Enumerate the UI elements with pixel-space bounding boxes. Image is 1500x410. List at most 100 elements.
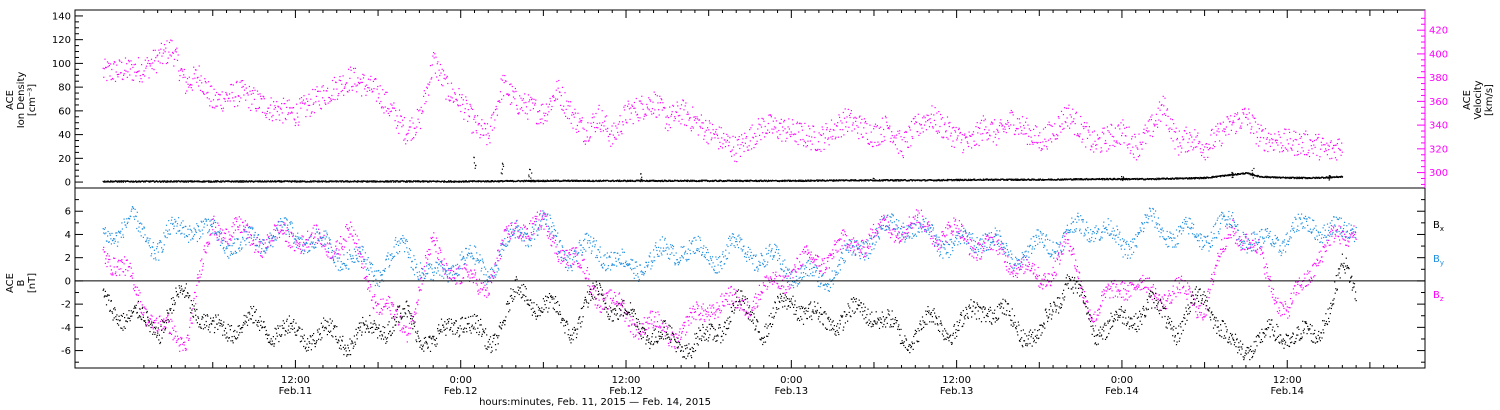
velocity-point [938, 131, 940, 133]
velocity-point [690, 127, 692, 129]
density-point [1267, 176, 1269, 178]
velocity-point [735, 152, 737, 154]
density-point [955, 179, 957, 182]
velocity-point [960, 142, 962, 144]
velocity-point [605, 115, 608, 117]
velocity-point [728, 141, 730, 143]
density-point [280, 181, 282, 183]
velocity-point [822, 133, 825, 135]
velocity-point [469, 103, 471, 105]
velocity-point [238, 100, 241, 103]
velocity-point [400, 115, 402, 117]
velocity-point [403, 117, 405, 119]
velocity-point [428, 84, 430, 86]
velocity-point [956, 137, 958, 139]
velocity-point [1275, 139, 1277, 141]
velocity-point [137, 57, 140, 59]
velocity-point [1152, 130, 1154, 132]
density-point [924, 179, 926, 181]
density-point [1252, 173, 1254, 175]
density-point [782, 180, 784, 182]
velocity-point [1055, 138, 1057, 140]
density-point [345, 181, 347, 183]
density-point [749, 181, 751, 183]
velocity-point [374, 78, 376, 81]
velocity-point [193, 73, 195, 75]
density-point [1297, 177, 1299, 179]
velocity-point [214, 107, 216, 109]
velocity-point [519, 108, 521, 110]
velocity-point [1183, 130, 1185, 132]
velocity-point [167, 57, 169, 59]
velocity-point [1235, 132, 1237, 135]
velocity-point [766, 132, 768, 135]
velocity-point [672, 105, 675, 107]
velocity-point [1250, 132, 1252, 134]
velocity-point [1062, 128, 1064, 130]
density-point [994, 179, 996, 181]
velocity-point [450, 82, 453, 84]
velocity-point [1211, 128, 1213, 130]
density-point [283, 180, 285, 183]
density-point [1231, 174, 1233, 176]
velocity-point [1285, 148, 1288, 150]
density-point [273, 180, 275, 183]
density-point [1298, 176, 1300, 178]
density-point [1186, 177, 1188, 179]
density-point [1027, 179, 1029, 181]
velocity-point [1067, 107, 1069, 109]
velocity-point [1014, 133, 1016, 136]
density-point [291, 181, 293, 183]
density-point [1333, 176, 1335, 179]
velocity-point [360, 81, 362, 83]
density-point [967, 179, 969, 182]
velocity-point [783, 119, 785, 121]
density-point [985, 178, 987, 180]
velocity-point [875, 126, 877, 128]
density-point [806, 180, 808, 182]
density-point [958, 178, 960, 180]
velocity-point [341, 89, 343, 92]
velocity-point [1020, 132, 1022, 134]
velocity-point [1323, 150, 1325, 153]
velocity-point [705, 129, 707, 131]
density-point [1224, 175, 1226, 177]
velocity-point [876, 125, 878, 127]
velocity-point [762, 132, 764, 134]
velocity-point [553, 100, 555, 102]
density-point [924, 180, 927, 182]
velocity-point [179, 75, 181, 77]
velocity-point [1105, 142, 1107, 144]
velocity-point [351, 86, 353, 88]
velocity-point [1300, 136, 1302, 138]
velocity-point [737, 138, 740, 141]
velocity-point [390, 110, 392, 112]
velocity-point [443, 77, 445, 79]
velocity-point [656, 116, 658, 118]
velocity-point [1277, 144, 1279, 146]
velocity-point [1026, 143, 1028, 145]
velocity-point [108, 62, 110, 64]
velocity-point [467, 120, 469, 122]
density-point [685, 180, 687, 182]
velocity-point [793, 134, 795, 136]
velocity-point [211, 106, 213, 108]
density-point [1161, 177, 1163, 179]
density-point [1165, 178, 1167, 180]
velocity-point [543, 115, 546, 117]
velocity-point [297, 124, 299, 126]
density-point [534, 181, 536, 183]
velocity-point [137, 70, 139, 73]
density-point [654, 180, 656, 182]
velocity-point [1292, 140, 1294, 142]
velocity-point [1153, 125, 1156, 127]
density-point [914, 180, 916, 182]
velocity-point [1042, 141, 1044, 143]
density-point [531, 181, 533, 183]
density-point [1034, 178, 1036, 180]
velocity-point [1184, 151, 1187, 153]
velocity-point [366, 90, 368, 92]
density-point [800, 179, 802, 181]
density-point [244, 181, 246, 183]
velocity-point [456, 100, 458, 102]
